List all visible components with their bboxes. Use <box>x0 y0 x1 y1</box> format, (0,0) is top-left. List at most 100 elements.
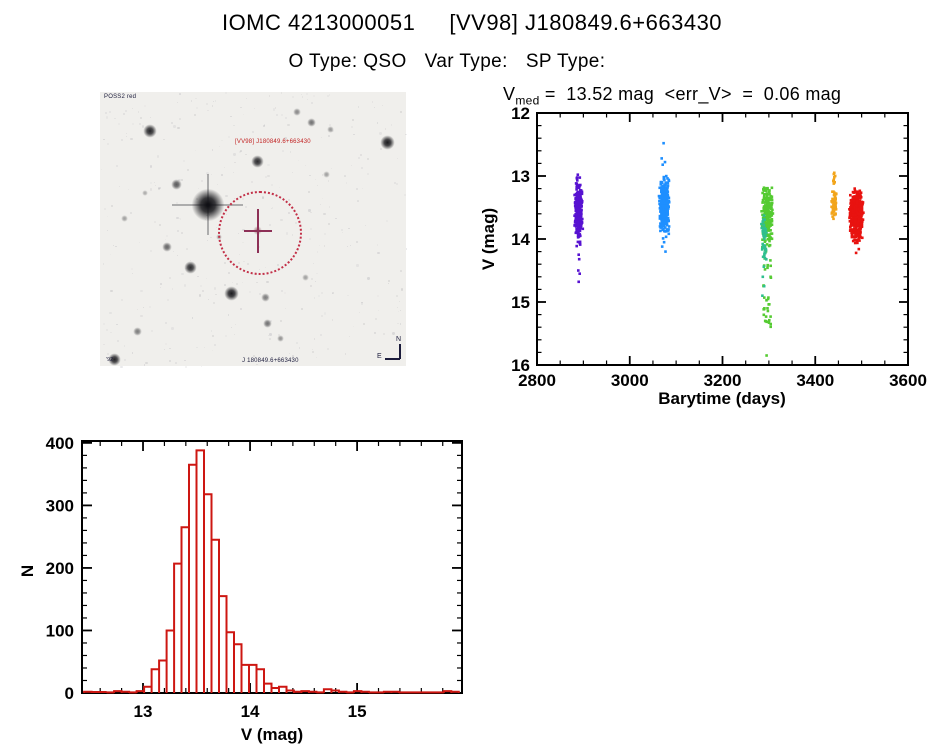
data-point <box>763 319 767 323</box>
compass-north-label: N <box>396 336 402 343</box>
data-point <box>859 213 862 217</box>
noise-grain <box>361 301 363 304</box>
data-point <box>577 257 581 261</box>
noise-grain <box>219 145 221 147</box>
data-point <box>666 181 670 184</box>
noise-grain <box>160 282 162 285</box>
data-point <box>578 203 581 207</box>
x-tick-label: 3400 <box>796 371 834 390</box>
data-point <box>762 214 766 217</box>
noise-grain <box>371 101 374 103</box>
data-point <box>854 238 857 242</box>
data-point <box>666 199 669 203</box>
noise-grain <box>149 165 153 168</box>
data-point <box>858 210 862 213</box>
data-point <box>768 234 771 238</box>
noise-grain <box>265 175 268 178</box>
data-point <box>854 195 857 198</box>
noise-grain <box>279 319 282 322</box>
data-point <box>661 210 665 214</box>
noise-grain <box>313 296 316 299</box>
noise-grain <box>234 324 236 326</box>
noise-grain <box>280 113 284 117</box>
data-point <box>576 197 580 201</box>
data-point <box>574 209 578 213</box>
data-point <box>761 245 765 248</box>
noise-grain <box>117 122 120 125</box>
noise-grain <box>394 181 397 184</box>
data-point <box>576 224 580 227</box>
noise-grain <box>259 293 261 295</box>
field-star <box>133 327 143 337</box>
noise-grain <box>320 292 323 295</box>
data-point <box>577 195 581 198</box>
source-name: [VV98] J180849.6+663430 <box>449 10 723 35</box>
data-point <box>580 190 584 194</box>
data-point <box>857 212 861 216</box>
data-point <box>665 211 668 215</box>
noise-grain <box>312 263 314 265</box>
field-star <box>307 118 317 128</box>
data-point <box>769 232 773 235</box>
data-point <box>667 219 670 222</box>
data-point <box>766 202 769 206</box>
noise-grain <box>108 110 111 113</box>
noise-grain <box>306 98 309 101</box>
noise-grain <box>210 236 212 238</box>
data-point <box>849 193 852 197</box>
data-point <box>580 200 584 203</box>
data-point <box>766 221 770 225</box>
data-point <box>761 238 764 241</box>
noise-grain <box>373 106 376 109</box>
data-point <box>856 234 859 238</box>
data-point <box>855 238 859 242</box>
data-point <box>575 203 579 206</box>
noise-grain <box>292 172 294 174</box>
noise-grain <box>311 349 314 351</box>
data-point <box>574 192 578 196</box>
data-point <box>660 190 663 193</box>
data-point <box>848 216 851 220</box>
noise-grain <box>220 173 223 176</box>
data-point <box>765 218 768 222</box>
x-tick-label: 13 <box>134 702 153 721</box>
noise-grain <box>272 360 274 363</box>
noise-grain <box>284 307 286 309</box>
data-point <box>854 218 857 221</box>
noise-grain <box>164 238 167 240</box>
data-point <box>765 224 768 227</box>
field-star <box>250 154 264 168</box>
data-point <box>578 205 581 208</box>
data-point <box>577 228 581 231</box>
data-point <box>854 251 858 255</box>
data-point <box>853 187 856 190</box>
noise-grain <box>396 295 398 298</box>
data-point <box>770 223 774 226</box>
noise-grain <box>124 110 127 113</box>
data-point <box>666 177 669 180</box>
noise-grain <box>192 317 194 319</box>
data-point <box>576 179 579 182</box>
data-point <box>857 228 861 232</box>
data-point <box>665 222 669 226</box>
noise-grain <box>101 168 103 170</box>
data-point <box>833 205 836 209</box>
data-point <box>573 193 576 197</box>
noise-grain <box>104 207 107 211</box>
data-point <box>859 226 862 229</box>
noise-grain <box>316 357 318 359</box>
data-point <box>848 220 852 223</box>
noise-grain <box>212 302 215 305</box>
noise-grain <box>331 291 335 294</box>
data-point <box>578 176 582 179</box>
data-point <box>831 190 834 193</box>
data-point <box>766 238 770 241</box>
data-point <box>659 210 662 213</box>
noise-grain <box>157 187 161 190</box>
noise-grain <box>267 174 270 178</box>
data-point <box>661 237 665 240</box>
data-point <box>768 318 771 322</box>
noise-grain <box>102 322 105 325</box>
noise-grain <box>377 310 379 312</box>
data-point <box>763 254 766 258</box>
